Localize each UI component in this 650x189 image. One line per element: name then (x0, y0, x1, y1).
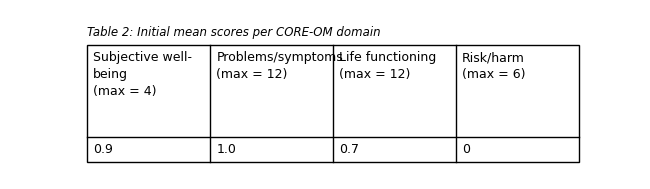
Text: 0.7: 0.7 (339, 143, 359, 156)
Text: (max = 4): (max = 4) (94, 84, 157, 98)
Text: 0: 0 (462, 143, 470, 156)
Text: 0.9: 0.9 (94, 143, 113, 156)
Text: Problems/symptoms: Problems/symptoms (216, 51, 343, 64)
Text: 1.0: 1.0 (216, 143, 236, 156)
Text: Subjective well-: Subjective well- (94, 51, 192, 64)
Text: being: being (94, 68, 128, 81)
Text: (max = 6): (max = 6) (462, 68, 526, 81)
Text: Risk/harm: Risk/harm (462, 51, 525, 64)
Text: (max = 12): (max = 12) (216, 68, 288, 81)
Text: Table 2: Initial mean scores per CORE-OM domain: Table 2: Initial mean scores per CORE-OM… (87, 26, 381, 39)
Text: Life functioning: Life functioning (339, 51, 436, 64)
Text: (max = 12): (max = 12) (339, 68, 411, 81)
Bar (87, 45, 579, 162)
